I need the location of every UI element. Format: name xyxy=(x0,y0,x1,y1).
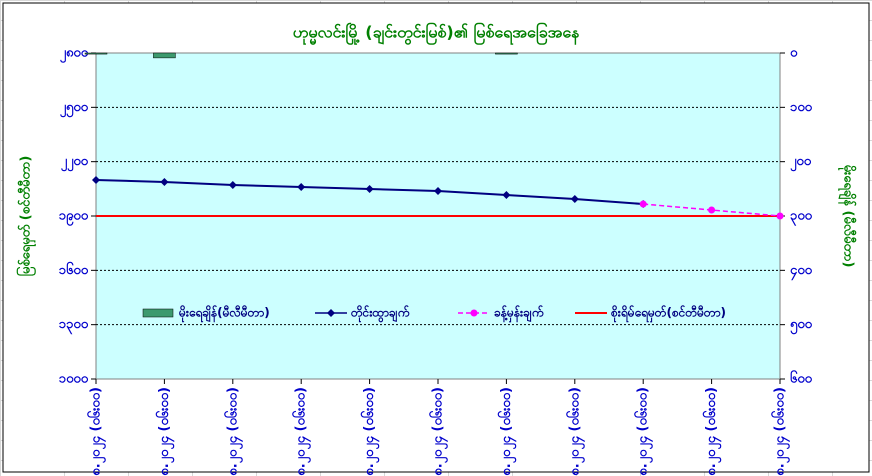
line-marker xyxy=(228,181,237,190)
x-tick-label: ၁၃.၈.၂၀၂၄ (၀၆း၀၀) xyxy=(360,387,380,476)
y-tick-label: ၁၉၀၀ xyxy=(59,209,89,227)
y-tick-label: ၂၅၀၀ xyxy=(60,100,89,118)
line-marker xyxy=(708,206,716,214)
bar xyxy=(495,52,518,55)
x-tick-label: ၁၁.၈.၂၀၂၄ (၀၆း၀၀) xyxy=(223,387,243,476)
line-marker xyxy=(776,212,784,220)
y2-tick-label: ၃၀၀ xyxy=(790,209,813,227)
x-tick-label: ၁၀.၈.၂၀၂၄ (၀၆း၀၀) xyxy=(155,387,175,476)
line-marker xyxy=(570,194,579,203)
y-tick-label: ၂၂၀၀ xyxy=(61,154,89,172)
x-tick-label: ၁၉.၈.၂၀၂၄ (၀၆း၀၀) xyxy=(771,387,791,476)
line-marker xyxy=(160,177,169,186)
y-tick-label: ၂၈၀၀ xyxy=(60,46,89,64)
legend-label: မိုးရေချိန်(မီလီမီတာ) xyxy=(178,304,270,324)
bar xyxy=(84,52,108,55)
legend-marker xyxy=(470,309,478,317)
line-marker xyxy=(502,190,511,199)
y2-tick-label: ၅၀၀ xyxy=(790,317,813,335)
bar xyxy=(153,52,176,59)
y2-tick-label: ၂၀၀ xyxy=(790,154,812,172)
y2-tick-label: ၁၀၀ xyxy=(790,100,813,115)
y2-tick-label: ၆၀၀ xyxy=(790,370,813,387)
line-marker xyxy=(297,183,306,192)
legend-label: စိုးရိမ်ရေမှတ်(စင်တီမီတာ) xyxy=(610,304,726,324)
y2-axis-title: မိုးရေချိန် (မီလီမီတာ) xyxy=(838,165,858,268)
y-tick-label: ၁၀၀၀ xyxy=(59,372,89,387)
x-tick-label: ၉.၈.၂၀၂၄ (၀၆း၀၀) xyxy=(87,387,107,476)
line-marker xyxy=(639,200,647,208)
y2-tick-label: ၀ xyxy=(790,46,798,61)
y2-tick-label: ၄၀၀ xyxy=(790,263,813,281)
legend-swatch xyxy=(142,308,174,318)
line-marker xyxy=(365,185,374,194)
legend-marker xyxy=(327,309,335,317)
x-tick-label: ၁၇.၈.၂၀၂၄ (၀၆း၀၀) xyxy=(634,387,654,476)
y-tick-label: ၁၆၀၀ xyxy=(59,261,89,278)
x-tick-label: ၁၅.၈.၂၀၂၄ (၀၆း၀၀) xyxy=(497,387,517,476)
x-tick-label: ၁၄.၈.၂၀၂၄ (၀၆း၀၀) xyxy=(429,387,449,476)
line-marker xyxy=(92,175,100,184)
x-tick-label: ၁၈.၈.၂၀၂၄ (၀၆း၀၀) xyxy=(702,387,722,476)
line-marker xyxy=(434,187,442,196)
legend-label: တိုင်းထွာချက် xyxy=(350,304,410,324)
x-tick-label: ၁၆.၈.၂၀၂၄ (၀၆း၀၀) xyxy=(565,387,585,476)
x-tick-label: ၁၂.၈.၂၀၂၄ (၀၆း၀၀) xyxy=(292,387,312,476)
legend-label: ခန့်မှန်းချက် xyxy=(494,304,544,324)
y-tick-label: ၁၃၀၀ xyxy=(59,317,89,335)
y-axis-title: မြစ်ရေမှတ် (စင်တီမီတာ) xyxy=(16,156,37,277)
